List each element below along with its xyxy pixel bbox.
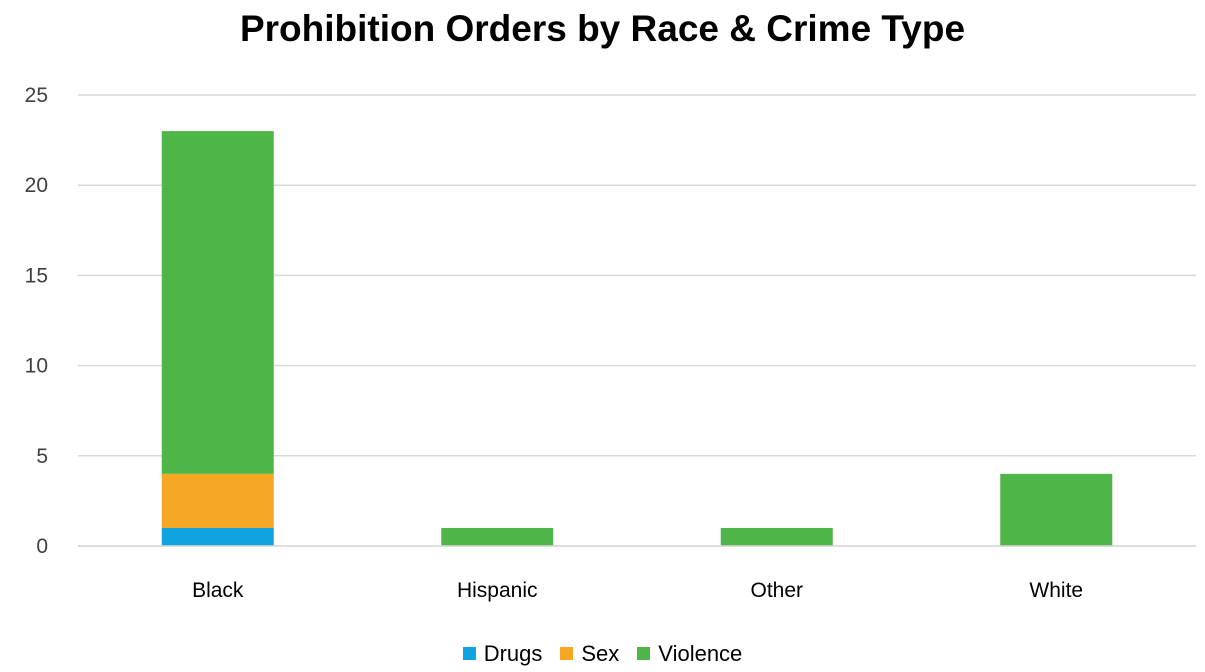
y-tick-label: 0 [36,535,48,558]
legend: Drugs Sex Violence [0,640,1205,667]
y-tick-label: 15 [25,264,48,287]
x-tick-label-white: White [1029,579,1083,602]
legend-item-sex: Sex [560,641,619,667]
y-tick-label: 20 [25,174,48,197]
chart-title: Prohibition Orders by Race & Crime Type [239,8,966,49]
x-tick-label-black: Black [192,579,244,602]
legend-swatch [560,647,574,660]
bar-black-violence [161,131,274,474]
x-tick-label-hispanic: Hispanic [457,579,538,602]
y-tick-label: 25 [25,84,48,107]
bar-black-sex [161,473,274,528]
legend-item-drugs: Drugs [462,640,543,667]
y-tick-label: 5 [36,445,48,468]
bar-black-drugs [161,527,274,546]
bar-white-violence [1000,473,1113,546]
legend-swatch [637,647,651,660]
legend-label: Violence [658,640,743,666]
bar-other-violence [720,527,833,546]
x-tick-label-other: Other [750,579,803,602]
legend-label: Drugs [483,640,543,666]
legend-item-violence: Violence [637,641,742,667]
legend-label: Sex [581,640,620,666]
legend-swatch [462,647,476,660]
y-tick-label: 10 [25,355,48,378]
bar-hispanic-violence [441,527,554,546]
